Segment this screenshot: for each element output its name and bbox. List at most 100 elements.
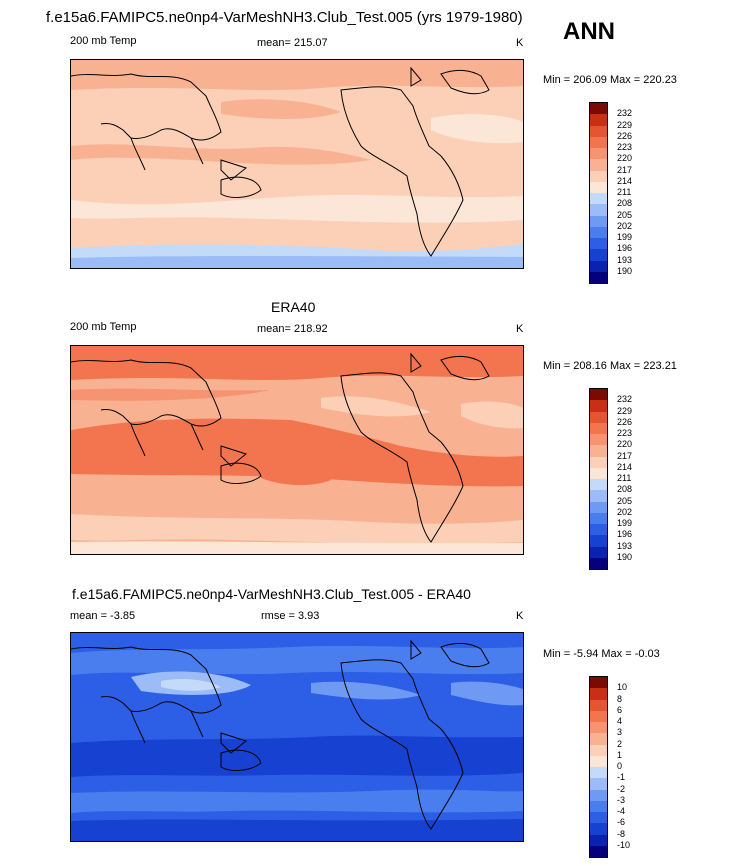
colorbar-segment <box>590 125 607 138</box>
colorbar-tick-label: 202 <box>617 220 633 231</box>
colorbar-segment <box>590 422 607 435</box>
panel2-band-tropics <box>71 418 523 487</box>
colorbar-segment <box>590 710 607 723</box>
panel2-title: ERA40 <box>271 299 316 315</box>
colorbar-segment <box>590 159 607 172</box>
panel3-title: f.e15a6.FAMIPC5.ne0np4-VarMeshNH3.Club_T… <box>72 586 471 602</box>
panel2-band-southern <box>71 514 523 544</box>
colorbar-segment <box>590 688 607 701</box>
panel1-colorbar <box>589 102 608 284</box>
colorbar-tick-label: 190 <box>617 551 633 562</box>
colorbar-tick-label: 199 <box>617 518 633 528</box>
panel3-band-pole <box>71 819 523 841</box>
colorbar-tick-label: 205 <box>617 495 633 506</box>
colorbar-tick-label: 229 <box>617 119 633 130</box>
colorbar-segment <box>590 755 607 768</box>
colorbar-segment <box>590 238 607 250</box>
colorbar-tick-label: 0 <box>617 761 623 771</box>
colorbar-segment <box>590 535 607 548</box>
colorbar-segment <box>590 490 607 503</box>
colorbar-segment <box>590 557 607 570</box>
panel2-band-pole <box>71 541 523 554</box>
panel2-contour-plot <box>71 346 523 554</box>
colorbar-segment <box>590 733 607 746</box>
panel3-patch-asia-core <box>161 679 221 691</box>
colorbar-segment <box>590 445 607 458</box>
panel3-patch-npac <box>311 681 421 700</box>
colorbar-tick-label: 220 <box>617 439 633 450</box>
colorbar-tick-label: 196 <box>617 243 633 254</box>
colorbar-tick-label: -4 <box>617 806 626 816</box>
colorbar-segment <box>590 501 607 514</box>
colorbar-tick-label: 8 <box>617 693 623 704</box>
colorbar-tick-label: 232 <box>617 108 633 119</box>
colorbar-segment <box>590 271 607 284</box>
panel3-contour-plot <box>71 633 523 841</box>
colorbar-segment <box>590 226 607 239</box>
panel1-map <box>70 59 524 269</box>
colorbar-segment <box>590 434 607 446</box>
panel1-patch-natl <box>431 114 523 144</box>
colorbar-segment <box>590 812 607 824</box>
colorbar-segment <box>590 524 607 536</box>
panel1-variable: 200 mb Temp <box>70 35 137 47</box>
colorbar-segment <box>590 249 607 262</box>
colorbar-segment <box>590 389 607 401</box>
colorbar-segment <box>590 181 607 194</box>
colorbar-segment <box>590 722 607 734</box>
panel1-minmax: Min = 206.09 Max = 220.23 <box>543 74 677 86</box>
panel2-patch-natl <box>461 401 523 429</box>
colorbar-segment <box>590 411 607 424</box>
panel3-minmax: Min = -5.94 Max = -0.03 <box>543 648 660 660</box>
colorbar-tick-label: 208 <box>617 484 633 495</box>
colorbar-tick-label: -10 <box>617 839 631 850</box>
colorbar-segment <box>590 215 607 228</box>
colorbar-tick-label: 229 <box>617 405 633 416</box>
colorbar-segment <box>590 823 607 836</box>
panel2-band-arctic <box>71 346 523 380</box>
panel1-band-pole <box>71 256 523 268</box>
colorbar-tick-label: 226 <box>617 416 633 427</box>
panel1-units: K <box>516 37 524 49</box>
colorbar-tick-label: -1 <box>617 772 626 783</box>
colorbar-tick-label: 220 <box>617 153 633 164</box>
colorbar-segment <box>590 136 607 149</box>
colorbar-tick-label: 208 <box>617 198 633 209</box>
colorbar-tick-label: 2 <box>617 738 623 749</box>
panel3-rmse: rmse = 3.93 <box>261 610 320 622</box>
colorbar-tick-label: 211 <box>617 473 632 483</box>
colorbar-tick-label: 10 <box>617 682 628 693</box>
colorbar-tick-label: -3 <box>617 794 626 805</box>
panel1-coastlines <box>71 66 490 257</box>
colorbar-tick-label: 1 <box>617 749 623 760</box>
colorbar-segment <box>590 170 607 183</box>
panel3-patch-natl <box>451 681 523 706</box>
panel3-band-southern <box>71 789 523 813</box>
panel1-mean: mean= 215.07 <box>257 37 328 49</box>
colorbar-segment <box>590 260 607 273</box>
colorbar-tick-label: 232 <box>617 394 633 405</box>
colorbar-segment <box>590 456 607 469</box>
panel3-colorbar <box>589 676 608 858</box>
panel2-patch-indo <box>261 465 331 486</box>
panel3-mean: mean = -3.85 <box>70 610 136 622</box>
colorbar-tick-label: -6 <box>617 817 626 828</box>
panel2-minmax: Min = 208.16 Max = 223.21 <box>543 360 677 372</box>
panel2-variable: 200 mb Temp <box>70 321 137 333</box>
colorbar-segment <box>590 778 607 791</box>
panel1-contour-plot <box>71 60 523 268</box>
colorbar-segment <box>590 479 607 491</box>
colorbar-tick-label: 217 <box>617 164 633 175</box>
panel1-band-tropics <box>71 144 371 165</box>
panel1-band-arctic <box>71 60 523 90</box>
colorbar-tick-label: 217 <box>617 450 633 461</box>
panel2-mean: mean= 218.92 <box>257 323 328 335</box>
colorbar-tick-label: 3 <box>617 727 623 738</box>
colorbar-segment <box>590 699 607 712</box>
panel3-band-nh <box>71 645 523 675</box>
colorbar-segment <box>590 148 607 160</box>
colorbar-tick-label: 193 <box>617 540 633 551</box>
colorbar-segment <box>590 789 607 802</box>
panel1-band-npac <box>221 99 341 119</box>
panel3-coastlines <box>71 639 490 830</box>
